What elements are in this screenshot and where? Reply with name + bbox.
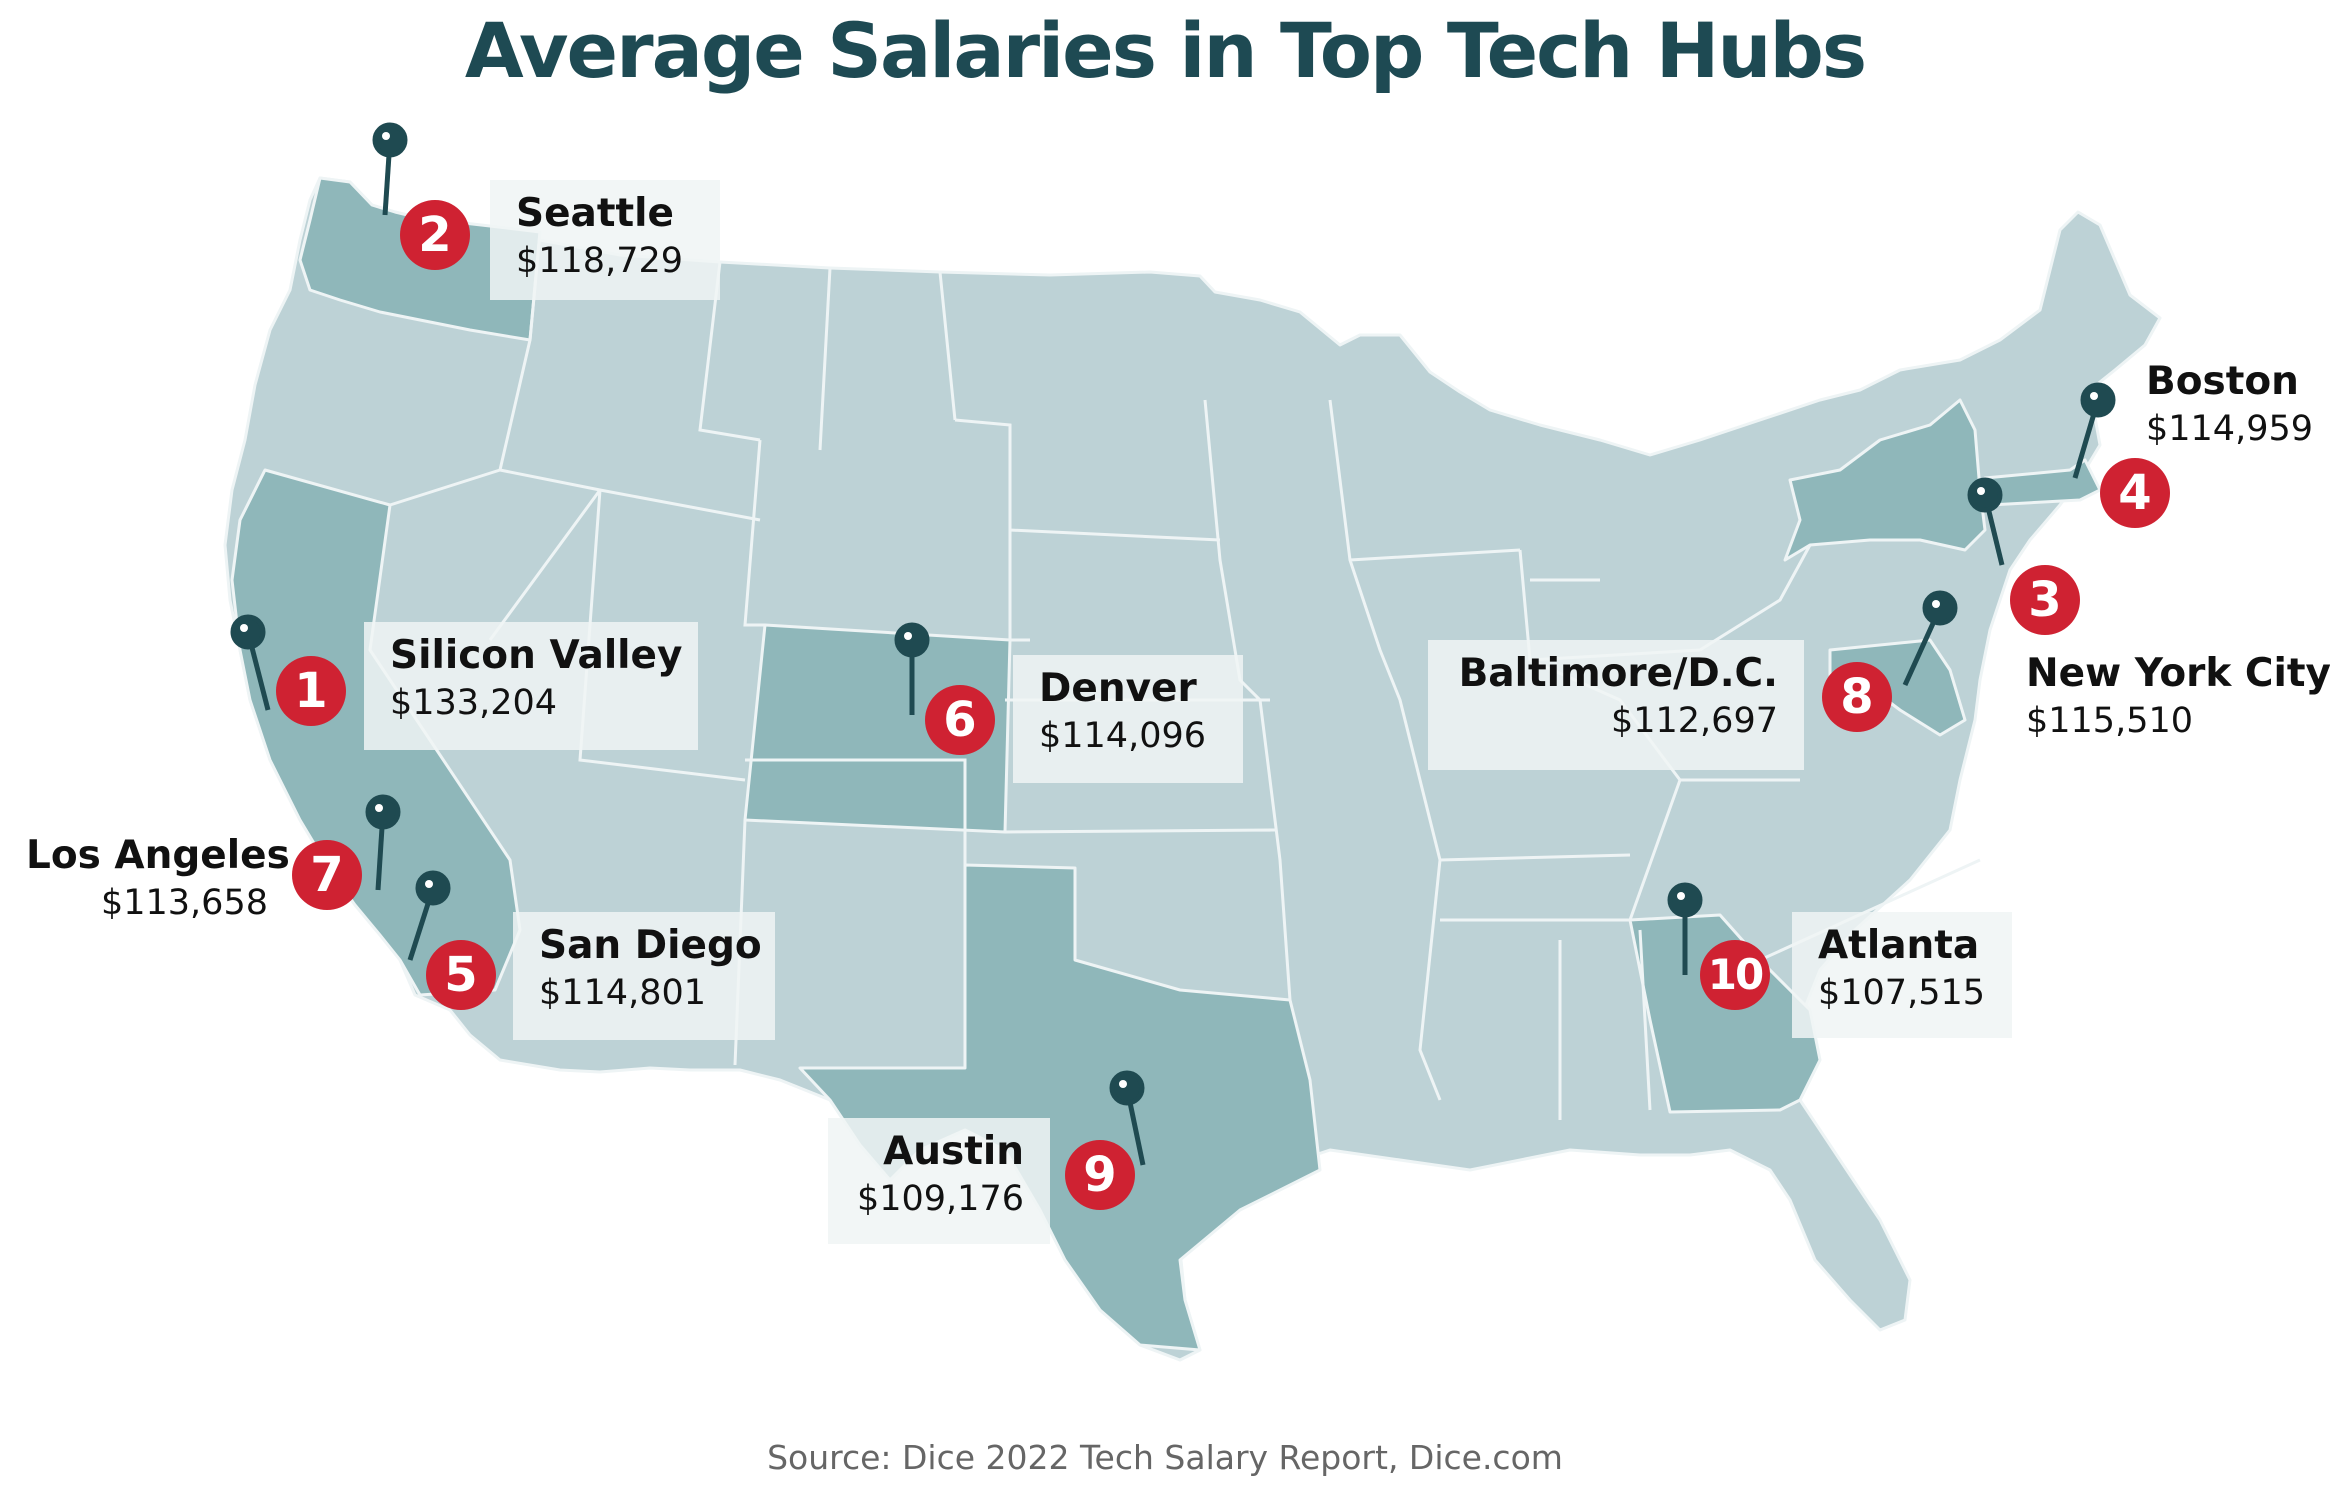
- salary-value: $109,176: [856, 1179, 1024, 1219]
- georgia-state: [1628, 913, 1822, 1114]
- salary-value: $107,515: [1818, 973, 1986, 1013]
- label-seattle: Seattle $118,729: [490, 180, 720, 300]
- city-name: Seattle: [516, 191, 674, 236]
- city-name: Denver: [1039, 666, 1197, 711]
- rank-badge-seattle: 2: [400, 200, 470, 270]
- city-name: San Diego: [539, 923, 762, 968]
- salary-value: $114,801: [539, 973, 707, 1013]
- salary-value: $118,729: [516, 241, 684, 281]
- label-austin: Austin $109,176: [828, 1118, 1050, 1244]
- salary-value: $114,096: [1039, 716, 1207, 756]
- pins: [230, 122, 2116, 1166]
- label-new-york-city: New York City $115,510: [2000, 640, 2330, 750]
- salary-value: $112,697: [1610, 701, 1778, 741]
- pin-atlanta: [1667, 882, 1703, 975]
- label-atlanta: Atlanta $107,515: [1792, 912, 2012, 1038]
- rank-badge-denver: 6: [925, 685, 995, 755]
- source-note: Source: Dice 2022 Tech Salary Report, Di…: [767, 1438, 1563, 1477]
- label-denver: Denver $114,096: [1013, 655, 1243, 783]
- label-boston: Boston $114,959: [2120, 348, 2330, 458]
- pin-san-diego: [407, 870, 451, 961]
- city-name: New York City: [2026, 651, 2330, 696]
- city-name: Silicon Valley: [390, 633, 683, 678]
- highlighted-states: [230, 176, 2102, 1352]
- rank-badge-boston: 4: [2100, 458, 2170, 528]
- pin-silicon-valley: [230, 614, 271, 711]
- label-baltimore-dc: Baltimore/D.C. $112,697: [1428, 640, 1804, 770]
- rank-badge-atlanta: 10: [1700, 940, 1770, 1010]
- pin-los-angeles: [365, 794, 401, 891]
- rank-badge-los-angeles: 7: [292, 840, 362, 910]
- label-silicon-valley: Silicon Valley $133,204: [364, 622, 698, 750]
- salary-value: $114,959: [2146, 409, 2314, 449]
- salary-value: $115,510: [2026, 701, 2194, 741]
- rank-badge-san-diego: 5: [426, 940, 496, 1010]
- rank-badge-silicon-valley: 1: [276, 656, 346, 726]
- city-name: Boston: [2146, 359, 2299, 404]
- new-york-state: [1783, 398, 1987, 562]
- pin-boston: [2072, 382, 2116, 479]
- map-title: Average Salaries in Top Tech Hubs: [464, 6, 1867, 95]
- city-name: Austin: [883, 1129, 1024, 1174]
- salary-value: $133,204: [390, 683, 558, 723]
- city-name: Baltimore/D.C.: [1458, 651, 1778, 696]
- pin-baltimore: [1902, 590, 1958, 687]
- label-san-diego: San Diego $114,801: [513, 912, 775, 1040]
- salary-value: $113,658: [100, 883, 268, 923]
- city-name: Los Angeles: [26, 833, 290, 878]
- rank-badge-new-york-city: 3: [2010, 565, 2080, 635]
- pin-austin: [1109, 1070, 1146, 1166]
- pin-seattle: [372, 122, 408, 216]
- city-name: Atlanta: [1818, 923, 1980, 968]
- label-los-angeles: Los Angeles $113,658: [0, 822, 290, 932]
- pin-denver: [894, 622, 930, 715]
- pin-new-york-city: [1967, 477, 2005, 566]
- rank-badge-austin: 9: [1065, 1140, 1135, 1210]
- rank-badge-baltimore-dc: 8: [1822, 662, 1892, 732]
